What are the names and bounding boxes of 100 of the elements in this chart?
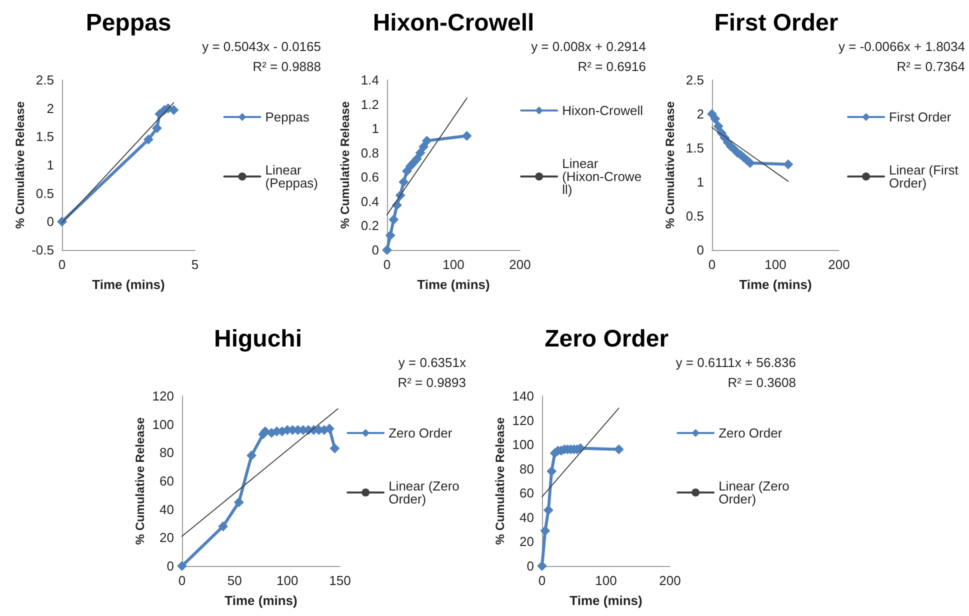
y-tick-label: 140 (512, 388, 534, 404)
y-tick-label: 120 (512, 412, 534, 428)
x-tick-label: 0 (383, 257, 391, 272)
y-tick-label: 60 (160, 474, 174, 488)
point (398, 177, 409, 187)
y-tick-label: 1 (46, 158, 54, 172)
y-axis-title: % Cumulative Release (663, 100, 677, 229)
y-tick-label: 80 (160, 445, 174, 460)
x-tick-label: 5 (191, 257, 199, 272)
point (543, 505, 554, 516)
chart-title: First Order (714, 10, 838, 36)
point (177, 561, 187, 571)
legend-label: Peppas (265, 110, 310, 124)
point (540, 526, 550, 536)
legend-label: Zero Order (718, 426, 783, 440)
text: R² = 0.6916 (578, 59, 646, 74)
y-tick-label: 2 (46, 100, 54, 116)
y-tick-label: 120 (152, 388, 174, 404)
legend-label: Linear (Hixon-Crowell) (562, 156, 642, 197)
point (168, 105, 179, 116)
y-tick-label: 2 (696, 106, 704, 122)
x-tick-label: 100 (595, 573, 617, 588)
text: y = -0.0066x + 1.8034 (838, 39, 965, 54)
point (330, 443, 340, 454)
point (382, 245, 392, 255)
y-tick-label: 100 (152, 416, 174, 432)
x-tick-label: 200 (509, 257, 531, 272)
legend-label: Hixon-Crowell (562, 103, 644, 118)
x-axis-title: Time (mins) (570, 593, 642, 608)
x-tick-label: 100 (764, 257, 786, 272)
point (710, 114, 720, 124)
x-axis-title: Time (mins) (224, 593, 298, 608)
legend-label: Linear (Peppas) (265, 162, 318, 190)
y-tick-label: 1.5 (686, 140, 704, 156)
text: R² = 0.3608 (728, 375, 796, 390)
x-tick-label: 150 (329, 573, 351, 588)
point (415, 148, 426, 158)
x-axis-title: Time (mins) (739, 277, 812, 292)
point (246, 450, 257, 460)
chart-title: Hixon-Crowell (372, 10, 534, 36)
point (57, 216, 67, 227)
y-tick-label: 0 (696, 242, 704, 258)
x-tick-label: 100 (276, 573, 298, 588)
text: R² = 0.9893 (398, 375, 466, 390)
point (422, 136, 432, 146)
text: R² = 0.9888 (252, 59, 321, 74)
y-tick-label: 40 (160, 502, 174, 517)
y-tick-label: 1.4 (360, 72, 379, 88)
chart-title: Higuchi (214, 326, 302, 352)
y-tick-label: 20 (160, 530, 174, 546)
legend-label: First Order (889, 110, 952, 124)
text: R² = 0.7364 (896, 59, 965, 74)
y-axis-title: % Cumulative Release (133, 416, 147, 545)
y-tick-label: -0.5 (32, 242, 54, 258)
point (143, 134, 154, 144)
y-tick-label: 60 (520, 486, 534, 501)
y-tick-label: 0.6 (360, 170, 379, 185)
point (388, 214, 399, 225)
y-tick-label: 1.2 (360, 96, 379, 112)
y-tick-label: 0.8 (360, 145, 379, 160)
point (385, 230, 396, 240)
x-tick-label: 200 (828, 257, 850, 272)
chart-title: Zero Order (544, 326, 669, 352)
point (412, 154, 422, 164)
y-tick-label: 40 (520, 510, 534, 525)
point (783, 159, 794, 170)
legend-label: Zero Order (388, 426, 453, 440)
y-tick-label: 80 (520, 461, 534, 476)
x-tick-label: 0 (178, 573, 186, 588)
x-tick-label: 0 (58, 257, 66, 272)
y-tick-label: 2.5 (686, 72, 704, 88)
chart-title: Peppas (86, 10, 172, 36)
x-tick-label: 0 (708, 257, 716, 272)
y-tick-label: 0 (526, 558, 534, 574)
x-tick-label: 200 (659, 573, 681, 588)
y-tick-label: 0.2 (360, 218, 379, 234)
point (614, 444, 624, 454)
point (537, 561, 547, 571)
legend-label: Linear (First Order) (889, 162, 962, 190)
text: y = 0.008x + 0.2914 (531, 39, 646, 54)
x-tick-label: 50 (227, 573, 242, 588)
y-axis-title: % Cumulative Release (338, 100, 352, 229)
y-tick-label: 0 (166, 558, 174, 574)
y-tick-label: 0.5 (686, 208, 704, 224)
point (713, 121, 724, 132)
text: y = 0.5043x - 0.0165 (202, 39, 321, 54)
text: y = 0.6111x + 56.836 (676, 355, 796, 370)
y-axis-title: % Cumulative Release (13, 100, 27, 229)
y-tick-label: 0 (372, 242, 379, 258)
x-tick-label: 100 (442, 257, 464, 272)
point (546, 466, 557, 476)
point (418, 142, 429, 152)
y-tick-label: 1 (696, 174, 704, 190)
legend-label: Linear (Zero Order) (718, 478, 793, 506)
x-tick-label: 0 (538, 573, 546, 588)
y-tick-label: 100 (512, 437, 534, 452)
text: y = 0.6351x (398, 355, 466, 370)
point (462, 130, 472, 141)
point (152, 123, 162, 134)
x-axis-title: Time (mins) (92, 277, 165, 292)
